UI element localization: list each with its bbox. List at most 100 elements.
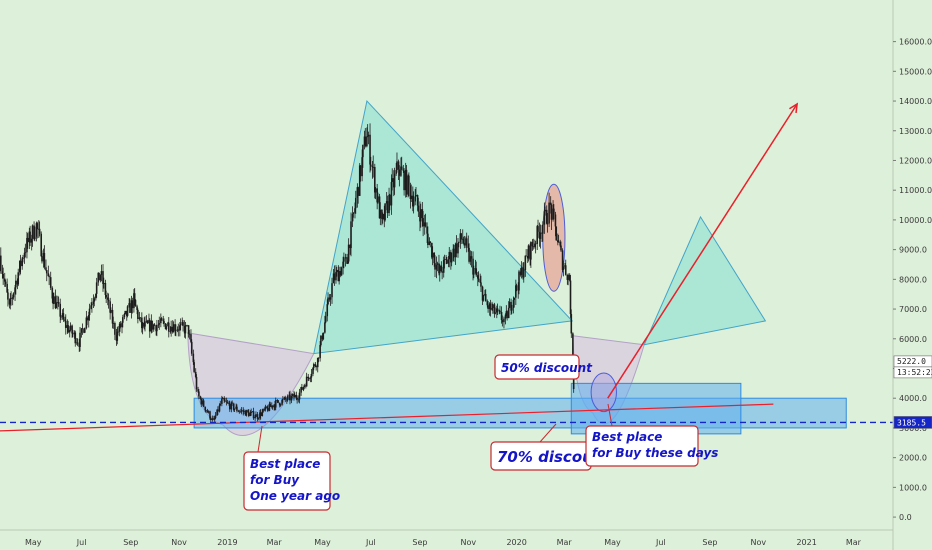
candle — [475, 261, 478, 277]
candle — [60, 315, 62, 321]
y-tick-label: 11000.0 — [899, 186, 932, 195]
candle — [74, 330, 77, 347]
candle — [473, 265, 475, 279]
x-tick-label: Mar — [557, 538, 573, 547]
candle — [520, 261, 523, 279]
candle-body — [216, 409, 218, 416]
candle — [43, 245, 46, 270]
candle-body — [541, 224, 544, 234]
candle — [357, 186, 359, 204]
candle — [221, 396, 224, 399]
candle — [141, 321, 144, 335]
candlestick-series — [0, 123, 575, 423]
candle — [22, 254, 24, 263]
candle-body — [379, 209, 382, 219]
candle — [17, 268, 20, 287]
candle-body — [111, 309, 114, 324]
candle-body — [284, 397, 287, 400]
candle — [249, 410, 252, 417]
candle — [386, 195, 389, 218]
candle — [0, 247, 2, 274]
candle-body — [41, 256, 43, 262]
candle-body — [202, 400, 205, 407]
candle — [515, 279, 517, 306]
candle-body — [122, 317, 124, 323]
candle-body — [230, 402, 233, 410]
candle-body — [121, 322, 123, 328]
candle — [207, 410, 210, 414]
candle — [205, 409, 207, 413]
candle-body — [231, 402, 233, 404]
candle — [91, 297, 93, 313]
candle-body — [319, 345, 321, 359]
candle-body — [95, 282, 98, 294]
candle-body — [131, 300, 134, 309]
candle-body — [326, 304, 329, 317]
candle — [515, 283, 518, 292]
candle — [448, 247, 451, 268]
callout-50-discount-box — [494, 354, 580, 380]
candle-body — [364, 136, 367, 147]
candle — [324, 311, 327, 324]
candle — [202, 398, 205, 408]
candle — [371, 161, 374, 179]
candle-body — [373, 166, 376, 193]
candle — [7, 288, 9, 307]
candle-body — [160, 318, 162, 324]
candle — [373, 163, 376, 199]
candle — [184, 322, 187, 339]
candle — [257, 417, 260, 421]
candle — [81, 323, 84, 335]
candle — [545, 205, 548, 225]
candle — [80, 328, 83, 338]
candle — [410, 184, 413, 203]
candle-body — [324, 322, 326, 333]
candle-body — [335, 269, 338, 273]
candle-body — [331, 283, 333, 298]
candle-body — [402, 169, 405, 171]
candle — [308, 377, 310, 381]
candle-body — [83, 328, 86, 333]
ellipse-buy-zone — [590, 372, 617, 413]
candle-body — [179, 325, 181, 331]
candle — [106, 292, 109, 306]
candle — [53, 292, 55, 305]
candle — [259, 409, 262, 420]
candle — [568, 273, 571, 282]
candle — [271, 405, 274, 410]
candle — [350, 212, 352, 257]
candle-body — [524, 255, 527, 271]
candle — [23, 247, 26, 264]
candle-body — [370, 164, 372, 167]
candle-body — [24, 252, 27, 254]
candle — [429, 241, 432, 248]
candle-body — [557, 241, 560, 243]
candle — [316, 357, 319, 373]
candle — [200, 397, 203, 408]
candle-body — [117, 331, 119, 333]
candle — [126, 305, 129, 318]
candle-body — [252, 411, 255, 419]
candle-body — [221, 398, 223, 404]
candle — [225, 397, 228, 406]
candle-body — [291, 394, 294, 397]
candle — [501, 315, 504, 327]
candle — [434, 255, 436, 278]
candle — [240, 406, 243, 415]
callout-50-discount-text: 50% discount — [501, 361, 593, 375]
candle — [539, 224, 542, 249]
candle-body — [468, 247, 470, 262]
candle — [105, 290, 107, 304]
candle-body — [445, 259, 447, 260]
candle — [209, 410, 211, 421]
candle-body — [268, 403, 271, 411]
candle — [524, 255, 527, 277]
candle — [340, 266, 343, 276]
candle — [233, 408, 236, 413]
candle-body — [462, 238, 465, 244]
candle-body — [354, 208, 356, 213]
candle — [557, 234, 560, 243]
candle-body — [386, 201, 389, 214]
candle — [412, 186, 414, 212]
